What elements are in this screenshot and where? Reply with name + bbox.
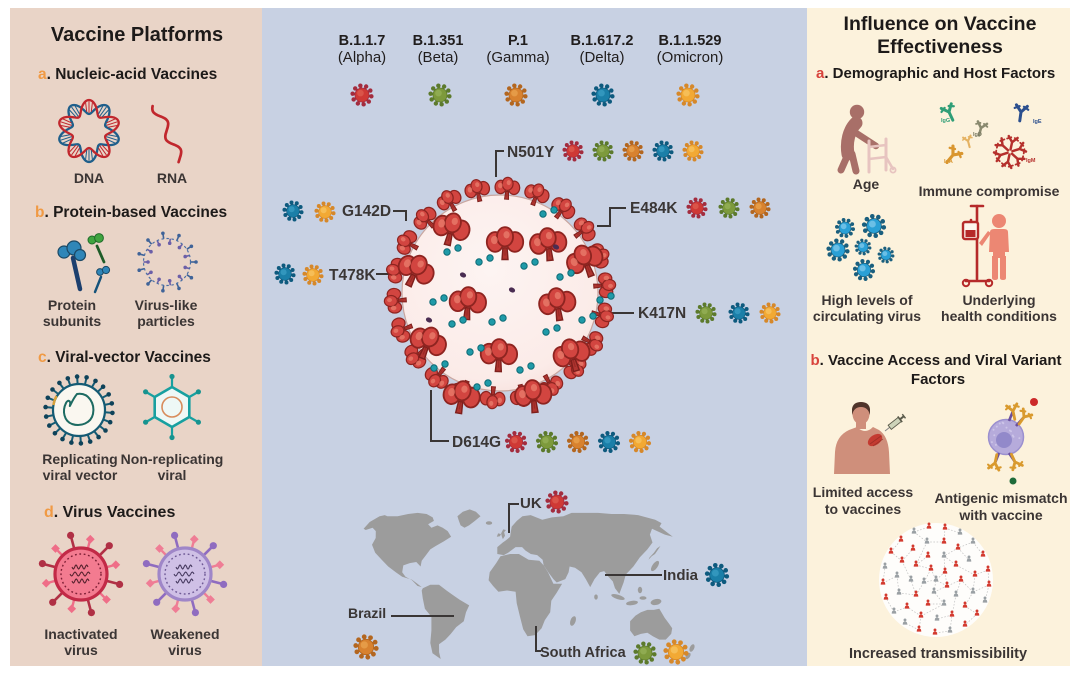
svg-text:P.1: P.1 [508, 33, 528, 49]
svg-text:d. Virus Vaccines: d. Virus Vaccines [44, 504, 175, 521]
svg-text:Age: Age [853, 176, 880, 192]
svg-text:E484K: E484K [630, 200, 678, 217]
svg-text:Increased transmissibility: Increased transmissibility [849, 646, 1027, 662]
svg-text:B.1.1.529: B.1.1.529 [659, 33, 722, 49]
svg-text:South Africa: South Africa [540, 645, 627, 661]
svg-text:a. Demographic and Host Factor: a. Demographic and Host Factors [816, 65, 1055, 82]
svg-text:circulating virus: circulating virus [813, 308, 921, 324]
svg-text:Immune compromise: Immune compromise [919, 183, 1060, 199]
svg-text:B.1.617.2: B.1.617.2 [571, 33, 634, 49]
svg-text:Limited access: Limited access [813, 484, 914, 500]
svg-text:Inactivated: Inactivated [44, 626, 117, 642]
svg-text:IgA: IgA [944, 159, 953, 165]
svg-text:RNA: RNA [157, 170, 187, 186]
svg-text:IgE: IgE [1033, 119, 1042, 125]
svg-text:viral vector: viral vector [43, 467, 118, 483]
svg-text:K417N: K417N [638, 305, 686, 322]
svg-text:Antigenic mismatch: Antigenic mismatch [934, 490, 1067, 506]
svg-text:virus: virus [168, 642, 202, 658]
svg-text:Non-replicating: Non-replicating [121, 451, 224, 467]
svg-text:Protein: Protein [48, 297, 96, 313]
svg-text:viral: viral [158, 467, 187, 483]
svg-text:G142D: G142D [342, 203, 391, 220]
svg-text:UK: UK [520, 495, 542, 512]
svg-text:(Beta): (Beta) [418, 49, 459, 66]
svg-text:Replicating: Replicating [42, 451, 117, 467]
svg-text:N501Y: N501Y [507, 144, 555, 161]
svg-text:Weakened: Weakened [151, 626, 220, 642]
svg-text:Brazil: Brazil [348, 605, 386, 621]
svg-text:B.1.1.7: B.1.1.7 [339, 33, 386, 49]
svg-text:B.1.351: B.1.351 [413, 33, 464, 49]
svg-text:subunits: subunits [43, 313, 102, 329]
svg-text:(Alpha): (Alpha) [338, 49, 386, 66]
svg-text:(Omicron): (Omicron) [657, 49, 724, 66]
svg-text:a. Nucleic-acid Vaccines: a. Nucleic-acid Vaccines [38, 66, 217, 83]
svg-text:High levels of: High levels of [821, 292, 912, 308]
svg-text:(Gamma): (Gamma) [486, 49, 549, 66]
svg-text:Factors: Factors [911, 371, 965, 388]
svg-text:b. Vaccine Access and Viral Va: b. Vaccine Access and Viral Variant [811, 352, 1062, 369]
svg-text:Vaccine Platforms: Vaccine Platforms [51, 24, 223, 46]
svg-text:c. Viral-vector Vaccines: c. Viral-vector Vaccines [38, 349, 211, 366]
svg-text:health conditions: health conditions [941, 308, 1057, 324]
svg-text:DNA: DNA [74, 170, 104, 186]
svg-text:IgM: IgM [1026, 158, 1036, 164]
svg-text:Underlying: Underlying [962, 292, 1035, 308]
svg-text:to vaccines: to vaccines [825, 501, 901, 517]
svg-text:Virus-like: Virus-like [135, 297, 198, 313]
svg-text:IgD: IgD [973, 132, 982, 138]
svg-text:D614G: D614G [452, 434, 501, 451]
svg-text:b. Protein-based Vaccines: b. Protein-based Vaccines [35, 204, 227, 221]
svg-text:with vaccine: with vaccine [958, 507, 1042, 523]
svg-text:Effectiveness: Effectiveness [877, 36, 1003, 58]
svg-text:T478K: T478K [329, 267, 376, 284]
svg-text:IgG: IgG [941, 118, 950, 124]
svg-text:(Delta): (Delta) [579, 49, 624, 66]
svg-text:India: India [663, 567, 699, 584]
svg-text:virus: virus [64, 642, 98, 658]
svg-text:particles: particles [137, 313, 195, 329]
svg-text:Influence on Vaccine: Influence on Vaccine [844, 13, 1037, 35]
